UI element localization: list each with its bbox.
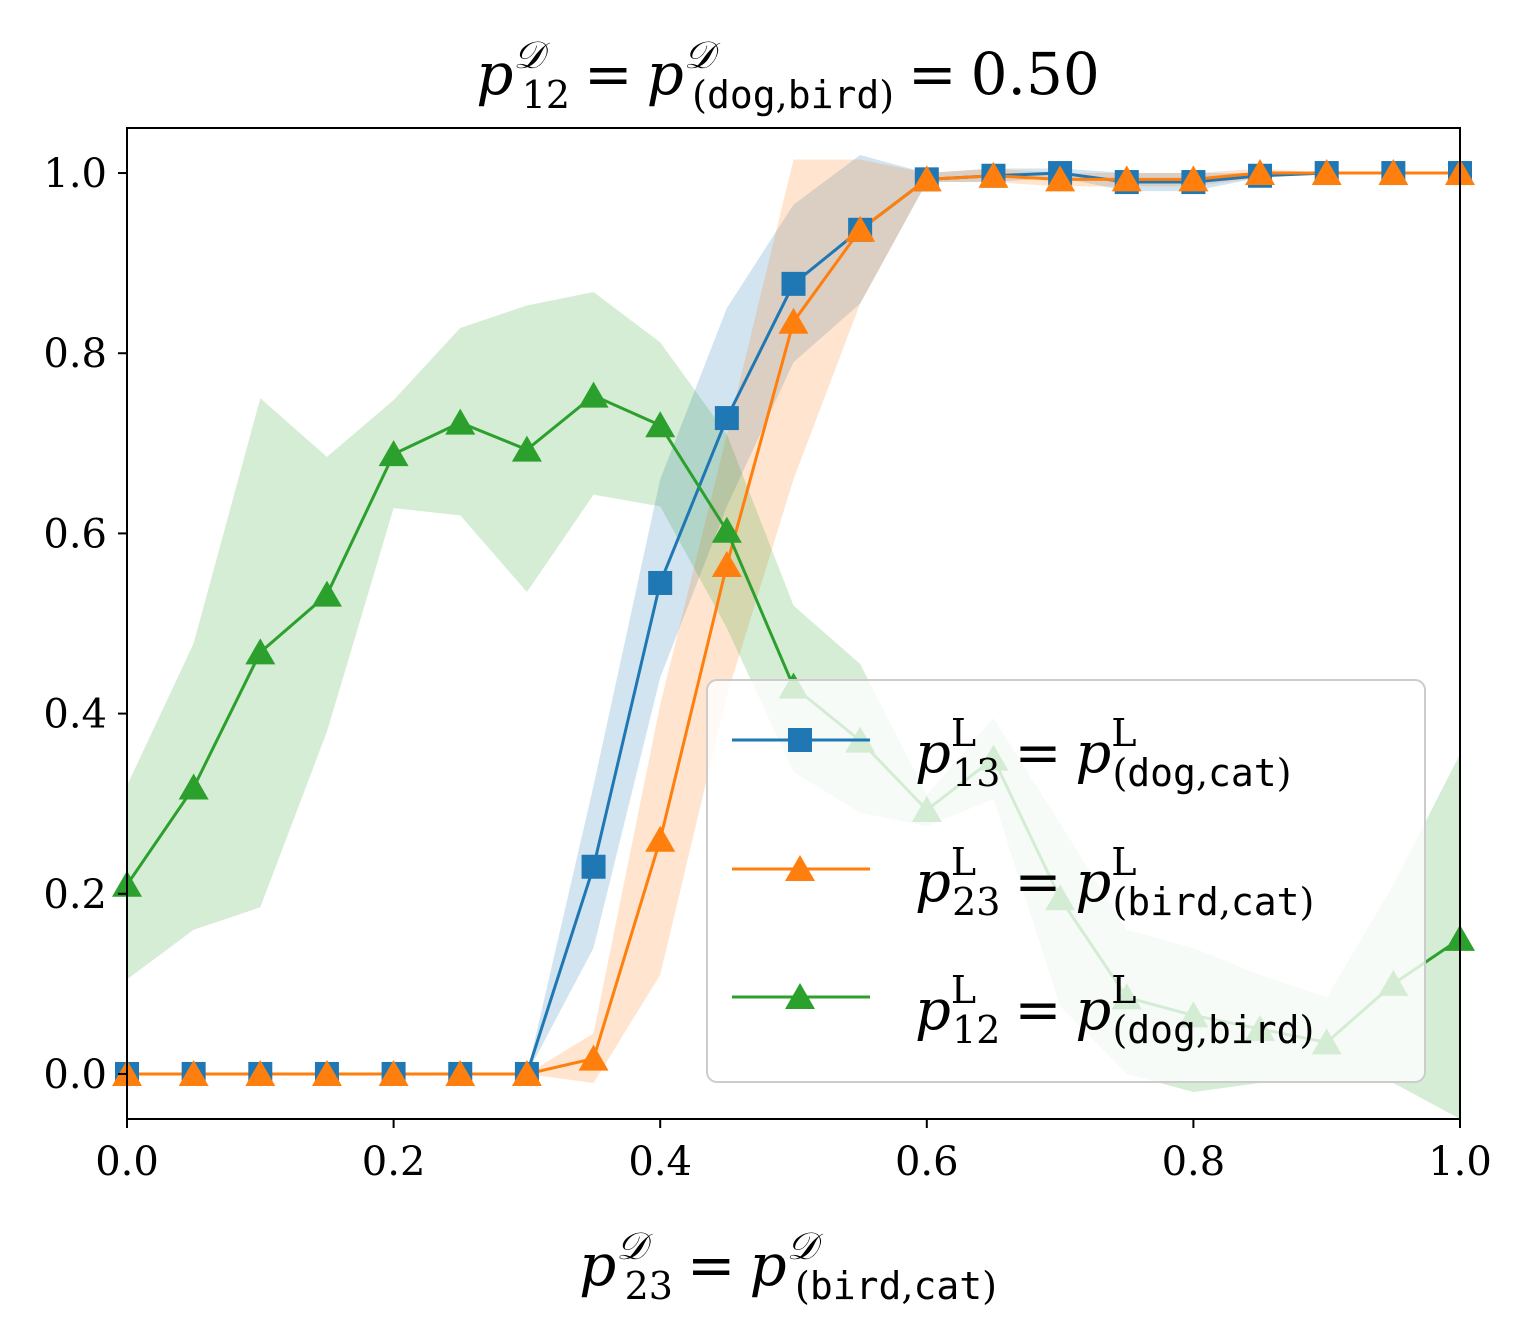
legend-marker-s12 [785,983,815,1009]
title-rhs-sub-a: dog [707,73,776,117]
xlabel-rhs-sub-open: ( [795,1264,810,1308]
marker-s13 [714,406,739,431]
xlabel-rhs-sub-sep: , [901,1264,913,1308]
marker-s23 [645,825,676,852]
title-eq: = [584,40,633,108]
title-eq2: = [908,40,957,108]
chart-title: p𝒟 12 = p𝒟 (dog,bird) = 0.50 [476,33,1100,117]
y-ticks: 0.0 0.2 0.4 0.6 0.8 1.0 [43,151,127,1098]
y-tick-label: 0.2 [43,872,107,918]
x-ticks: 0.0 0.2 0.4 0.6 0.8 1.0 [95,1119,1492,1185]
title-rhs-sub-b: bird [788,73,880,117]
legend-box [706,679,1426,1083]
marker-s23 [1378,159,1409,186]
xlabel-lhs-sup: 𝒟 [616,1224,653,1268]
marker-s23 [311,1059,342,1086]
marker-s23 [245,1059,276,1086]
marker-s23 [511,1059,542,1086]
legend-label-s23: pL 23 = pL (bird,cat) [915,840,1314,924]
marker-s12 [711,516,742,543]
legend-label-s12: pL 12 = pL (dog,bird) [915,968,1314,1052]
marker-s23 [445,1059,476,1086]
marker-s23 [711,550,742,577]
title-lhs-var: p [476,40,513,108]
marker-s12 [645,411,676,438]
title-rhs-var: p [647,40,684,108]
marker-s23 [1111,165,1142,192]
xlabel-lhs-var: p [579,1231,616,1299]
x-tick-label: 0.0 [95,1139,159,1185]
marker-s23 [578,1044,609,1071]
marker-s23 [978,161,1009,188]
band-s23 [127,159,1460,1083]
marker-s23 [778,307,809,334]
x-tick-label: 0.6 [895,1139,959,1185]
x-tick-label: 0.4 [628,1139,692,1185]
legend-entry-s23: pL 23 = pL (bird,cat) [732,840,1314,924]
xlabel-rhs-sup: 𝒟 [787,1224,824,1268]
y-tick-label: 0.4 [43,692,107,738]
marker-s13 [648,570,673,595]
legend: pL 13 = pL (dog,cat) pL 23 = pL (bird,cat) pL 12 =… [706,679,1426,1083]
marker-s13 [781,271,806,296]
xlabel-eq: = [687,1231,736,1299]
legend-marker-s23 [785,855,815,881]
legend-marker-s13 [788,728,812,752]
marker-s13 [581,854,606,879]
y-tick-label: 0.8 [43,331,107,377]
xlabel-rhs-sub-a: bird [810,1264,902,1308]
y-tick-label: 0.0 [43,1052,107,1098]
marker-s23 [1311,159,1342,186]
marker-s23 [1178,165,1209,192]
title-lhs-sub: 12 [522,73,570,117]
y-tick-label: 1.0 [43,151,107,197]
marker-s12 [578,381,609,408]
x-axis-label: p𝒟 23 = p𝒟 (bird,cat) [579,1224,997,1308]
x-tick-label: 0.8 [1162,1139,1226,1185]
title-rhs-sub-open: ( [692,73,707,117]
title-rhs-sub-close: ) [879,73,894,117]
marker-s23 [911,165,942,192]
title-rhs-sub-sep: , [776,73,788,117]
xlabel-rhs-sub-b: cat [913,1264,982,1308]
marker-s23 [378,1059,409,1086]
marker-s12 [445,408,476,435]
marker-s12 [178,773,209,800]
axes-frame [126,127,1461,1120]
title-lhs-sup: 𝒟 [513,33,550,77]
title-value: 0.50 [971,40,1100,108]
marker-s12 [378,440,409,467]
title-rhs-sup: 𝒟 [684,33,721,77]
marker-s23 [178,1059,209,1086]
y-tick-label: 0.6 [43,511,107,557]
legend-entry-s12: pL 12 = pL (dog,bird) [732,968,1314,1052]
legend-label-s13: pL 13 = pL (dog,cat) [915,711,1292,795]
marker-s23 [1245,159,1276,186]
x-tick-label: 0.2 [362,1139,426,1185]
marker-s23 [1045,165,1076,192]
x-tick-label: 1.0 [1428,1139,1492,1185]
marker-s12 [511,435,542,462]
xlabel-rhs-var: p [750,1231,787,1299]
marker-s12 [245,638,276,665]
marker-s23 [845,215,876,242]
xlabel-rhs-sub-close: ) [982,1264,997,1308]
marker-s12 [311,580,342,607]
legend-entry-s13: pL 13 = pL (dog,cat) [732,711,1292,795]
band-s13 [127,155,1460,1074]
xlabel-lhs-sub: 23 [625,1264,673,1308]
